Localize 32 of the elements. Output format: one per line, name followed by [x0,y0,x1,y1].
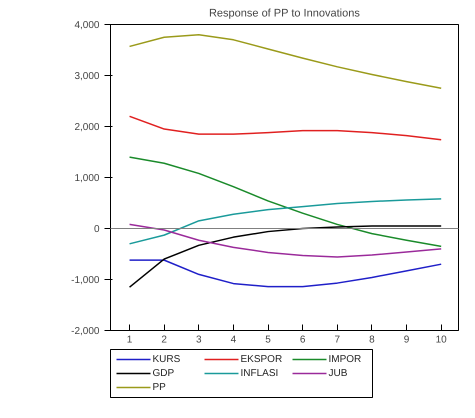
line-series [128,224,442,258]
y-tick-label: 2,000 [74,122,100,133]
line-series [128,156,442,248]
y-tick-label: 1,000 [74,173,100,184]
x-tick-label: 9 [404,334,410,346]
legend-label: EKSPOR [240,354,282,365]
x-tick-label: 2 [161,334,168,346]
line-series [128,116,442,141]
y-tick-label: -2,000 [71,326,100,337]
x-tick-label: 6 [300,334,306,346]
y-tick-label: 0 [94,224,100,235]
legend-label: PP [152,382,166,393]
line-series [128,259,442,288]
x-tick-label: 5 [265,334,272,346]
x-tick-label: 3 [196,334,202,346]
x-tick-label: 7 [334,334,341,346]
x-tick-label: 8 [369,334,376,346]
line-series [128,225,442,288]
y-tick-label: 4,000 [74,20,100,31]
legend-label: JUB [328,368,348,379]
legend-label: GDP [152,368,174,379]
legend-label: INFLASI [240,368,278,379]
x-tick-label: 4 [230,334,237,346]
line-series [128,34,442,89]
x-tick-label: 10 [436,334,448,346]
y-tick-label: 3,000 [74,71,100,82]
x-tick-label: 1 [126,334,133,346]
legend-label: IMPOR [328,354,362,365]
chart-title: Response of PP to Innovations [208,8,360,20]
legend-label: KURS [152,354,181,365]
line-series [128,198,442,245]
y-tick-label: -1,000 [71,275,100,286]
